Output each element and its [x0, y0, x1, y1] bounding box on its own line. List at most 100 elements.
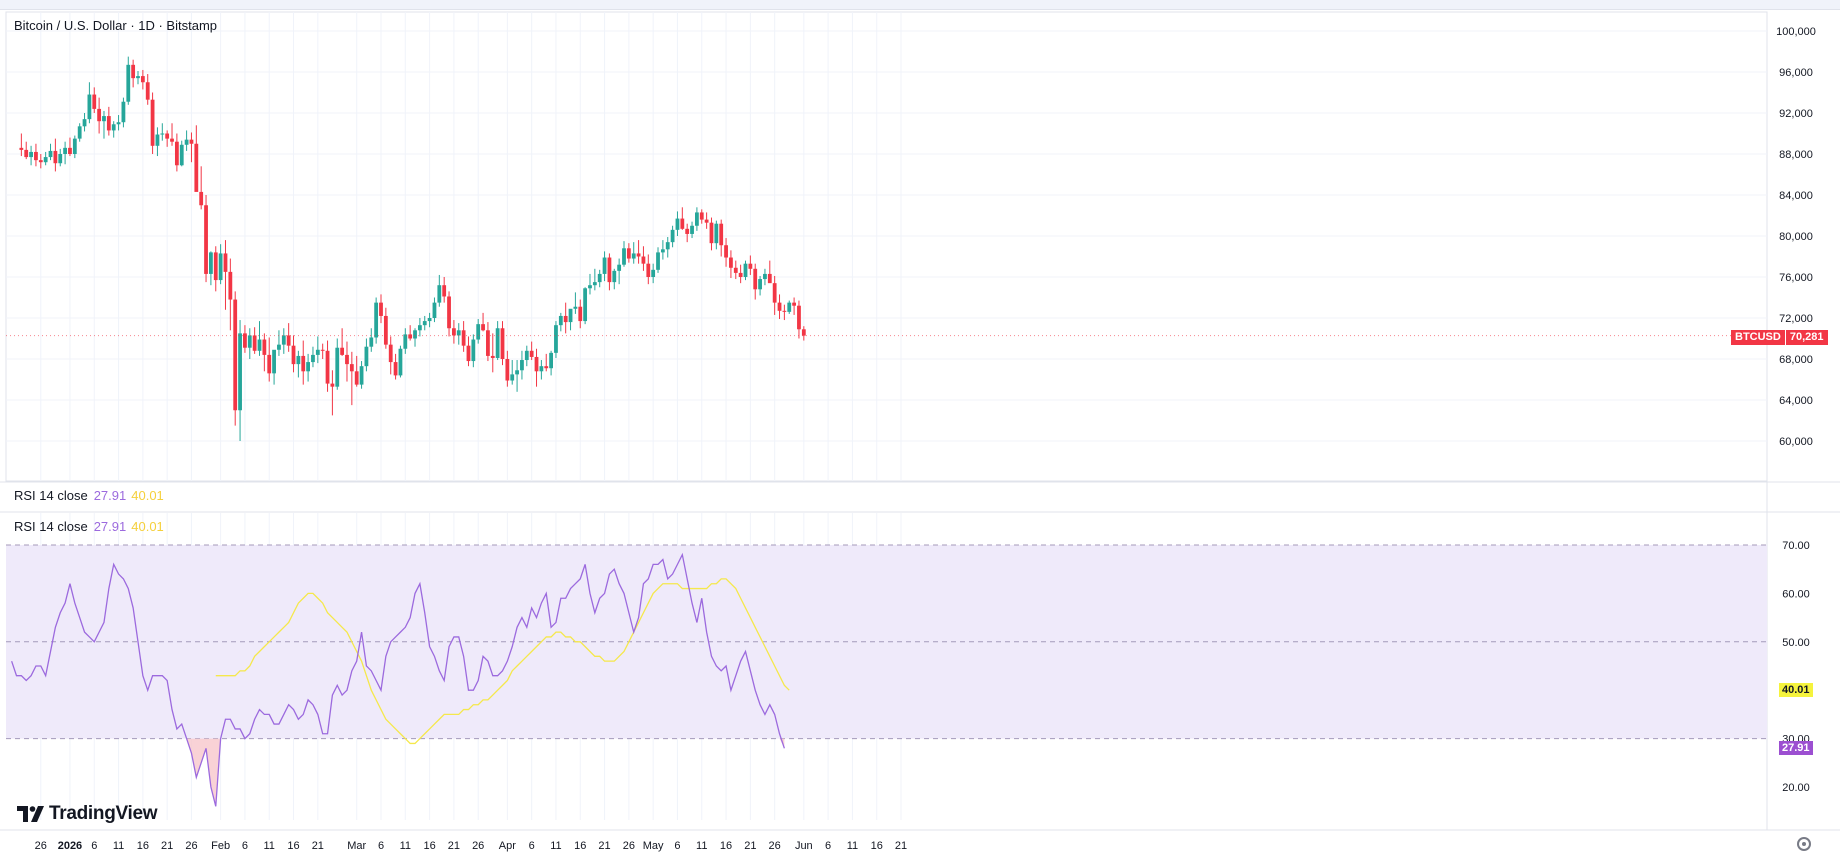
candle: [738, 264, 743, 284]
candle-body: [724, 245, 728, 258]
time-tick-label: 6: [91, 840, 97, 852]
candle-body: [544, 366, 549, 369]
candle: [174, 133, 179, 172]
rsi-legend-collapsed[interactable]: RSI 14 close 27.91 40.01: [14, 488, 164, 503]
candle-body: [733, 267, 738, 273]
candle-body: [583, 288, 588, 322]
candle-body: [359, 366, 364, 385]
candle-body: [315, 349, 320, 355]
candle-body: [748, 263, 753, 269]
candle: [374, 297, 379, 344]
candle-body: [48, 150, 53, 158]
time-tick-label: 21: [744, 840, 756, 852]
candle: [34, 143, 38, 167]
candle-body: [189, 139, 194, 144]
candle: [442, 277, 447, 303]
candle: [680, 207, 685, 230]
candle-body: [758, 279, 762, 290]
candle-body: [539, 366, 544, 372]
candle: [500, 321, 505, 366]
candle: [335, 338, 340, 390]
candle: [140, 69, 145, 90]
candle-body: [719, 223, 724, 246]
candle: [665, 237, 670, 258]
candle-body: [19, 147, 24, 150]
rsi-ma-legend-value: 40.01: [131, 488, 164, 503]
time-tick-label: Apr: [499, 840, 516, 852]
candle: [19, 133, 24, 157]
candle-body: [656, 252, 660, 270]
candle: [281, 328, 286, 354]
candle: [150, 92, 155, 154]
candle-body: [238, 333, 242, 411]
candle: [29, 145, 33, 166]
candle-body: [92, 94, 97, 109]
candle-body: [767, 273, 772, 284]
candle: [568, 308, 573, 331]
candle: [597, 269, 602, 288]
candle: [583, 287, 588, 325]
candle-body: [622, 248, 626, 265]
rsi-legend[interactable]: RSI 14 close 27.91 40.01: [14, 519, 164, 534]
candle-body: [495, 328, 500, 358]
candle-body: [155, 134, 160, 146]
candle-body: [140, 76, 145, 83]
candle: [417, 318, 422, 337]
candle: [461, 321, 466, 352]
candle: [510, 360, 515, 385]
candle: [252, 327, 257, 354]
candle-body: [252, 335, 257, 351]
candle: [729, 250, 733, 279]
candle: [87, 82, 92, 124]
candle: [82, 113, 87, 132]
tradingview-logo[interactable]: TradingView: [17, 803, 158, 825]
candle: [238, 320, 242, 441]
candle: [447, 291, 451, 337]
candle: [670, 225, 675, 248]
candle: [563, 302, 568, 334]
tradingview-logo-icon: [17, 806, 45, 822]
candle: [291, 335, 296, 373]
candle-body: [398, 348, 403, 376]
candle-body: [520, 360, 524, 371]
price-tick-label: 68,000: [1779, 354, 1813, 366]
candle: [588, 273, 592, 295]
candle: [136, 70, 140, 85]
candle: [534, 348, 539, 387]
candle: [777, 294, 782, 320]
candle: [184, 130, 189, 151]
candle-body: [500, 328, 505, 359]
candle: [631, 242, 636, 264]
price-tick-label: 88,000: [1779, 149, 1813, 161]
gear-icon[interactable]: [1797, 837, 1811, 851]
candle-body: [330, 383, 335, 387]
candle: [340, 328, 345, 356]
candle-body: [38, 160, 43, 163]
time-tick-label: 6: [378, 840, 384, 852]
candle-body: [233, 299, 238, 411]
candle-body: [524, 350, 529, 361]
candle: [573, 292, 578, 314]
candle: [544, 353, 549, 372]
candle: [505, 350, 510, 387]
candle-body: [699, 212, 704, 220]
candle: [228, 258, 233, 331]
time-tick-label: Jun: [795, 840, 813, 852]
candle: [529, 341, 534, 361]
time-tick-label: 11: [113, 840, 124, 852]
candle-body: [354, 371, 359, 385]
symbol-title[interactable]: Bitcoin / U.S. Dollar · 1D · Bitstamp: [14, 18, 217, 33]
candle-body: [218, 253, 223, 281]
candle-body: [262, 339, 267, 355]
candle: [218, 244, 223, 285]
time-tick-label: 26: [623, 840, 635, 852]
candle-body: [743, 263, 748, 277]
candle: [490, 333, 495, 373]
price-tick-label: 60,000: [1779, 436, 1813, 448]
time-tick-label: 26: [185, 840, 197, 852]
grid-lines: [6, 12, 1767, 820]
candle-body: [403, 334, 408, 349]
candle: [782, 304, 787, 321]
